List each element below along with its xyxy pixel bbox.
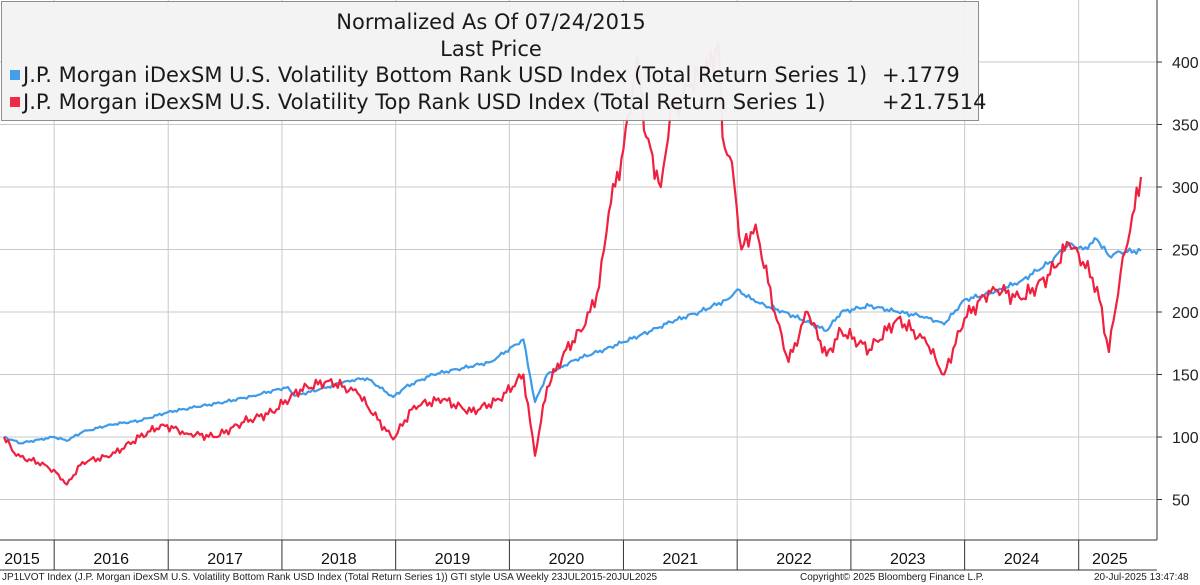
y-tick-label: 400 (1172, 55, 1199, 72)
footer-timestamp: 20-Jul-2025 13:47:48 (1094, 572, 1189, 583)
series-line-bottom-rank (3, 237, 1142, 445)
x-tick-label: 2020 (549, 551, 585, 568)
x-tick-label: 2022 (776, 551, 812, 568)
footer-copyright: Copyright© 2025 Bloomberg Finance L.P. (800, 572, 984, 583)
y-tick-label: 100 (1172, 430, 1199, 447)
legend-label-bottom-rank: J.P. Morgan iDexSM U.S. Volatility Botto… (23, 63, 868, 87)
y-tick-label: 150 (1172, 368, 1199, 385)
x-tick-label: 2017 (207, 551, 243, 568)
y-tick-label: 250 (1172, 243, 1199, 260)
x-tick-label: 2025 (1092, 551, 1128, 568)
series-lines (2, 42, 1143, 486)
y-tick-label: 350 (1172, 118, 1199, 135)
legend-label-top-rank: J.P. Morgan iDexSM U.S. Volatility Top R… (23, 90, 826, 114)
tick-labels: 50 100 150 200 250 300 350 400 2015 2016 2017 2018 2… (4, 55, 1199, 568)
legend-value-top-rank: +21.7514 (882, 90, 987, 114)
x-tick-label: 2024 (1004, 551, 1040, 568)
y-tick-label: 300 (1172, 180, 1199, 197)
x-tick-label: 2016 (93, 551, 129, 568)
legend-item-bottom-rank: J.P. Morgan iDexSM U.S. Volatility Botto… (10, 63, 867, 87)
footer-source: JP1LVOT Index (J.P. Morgan iDexSM U.S. V… (2, 572, 658, 583)
y-tick-label: 200 (1172, 305, 1199, 322)
series-line-top-rank (2, 42, 1143, 486)
x-tick-label: 2019 (435, 551, 471, 568)
x-tick-label: 2015 (4, 551, 40, 568)
legend-value-bottom-rank: +.1779 (882, 63, 960, 87)
legend-swatch-red (10, 97, 20, 107)
axes (0, 0, 1162, 571)
x-tick-label: 2023 (890, 551, 926, 568)
x-tick-label: 2018 (321, 551, 357, 568)
legend-swatch-blue (10, 70, 20, 80)
legend-item-top-rank: J.P. Morgan iDexSM U.S. Volatility Top R… (10, 90, 826, 114)
legend: Normalized As Of 07/24/2015 Last Price J… (1, 1, 986, 121)
y-tick-label: 50 (1172, 493, 1190, 510)
chart-subtitle: Last Price (440, 37, 542, 61)
chart-title: Normalized As Of 07/24/2015 (336, 10, 646, 34)
x-tick-label: 2021 (663, 551, 699, 568)
